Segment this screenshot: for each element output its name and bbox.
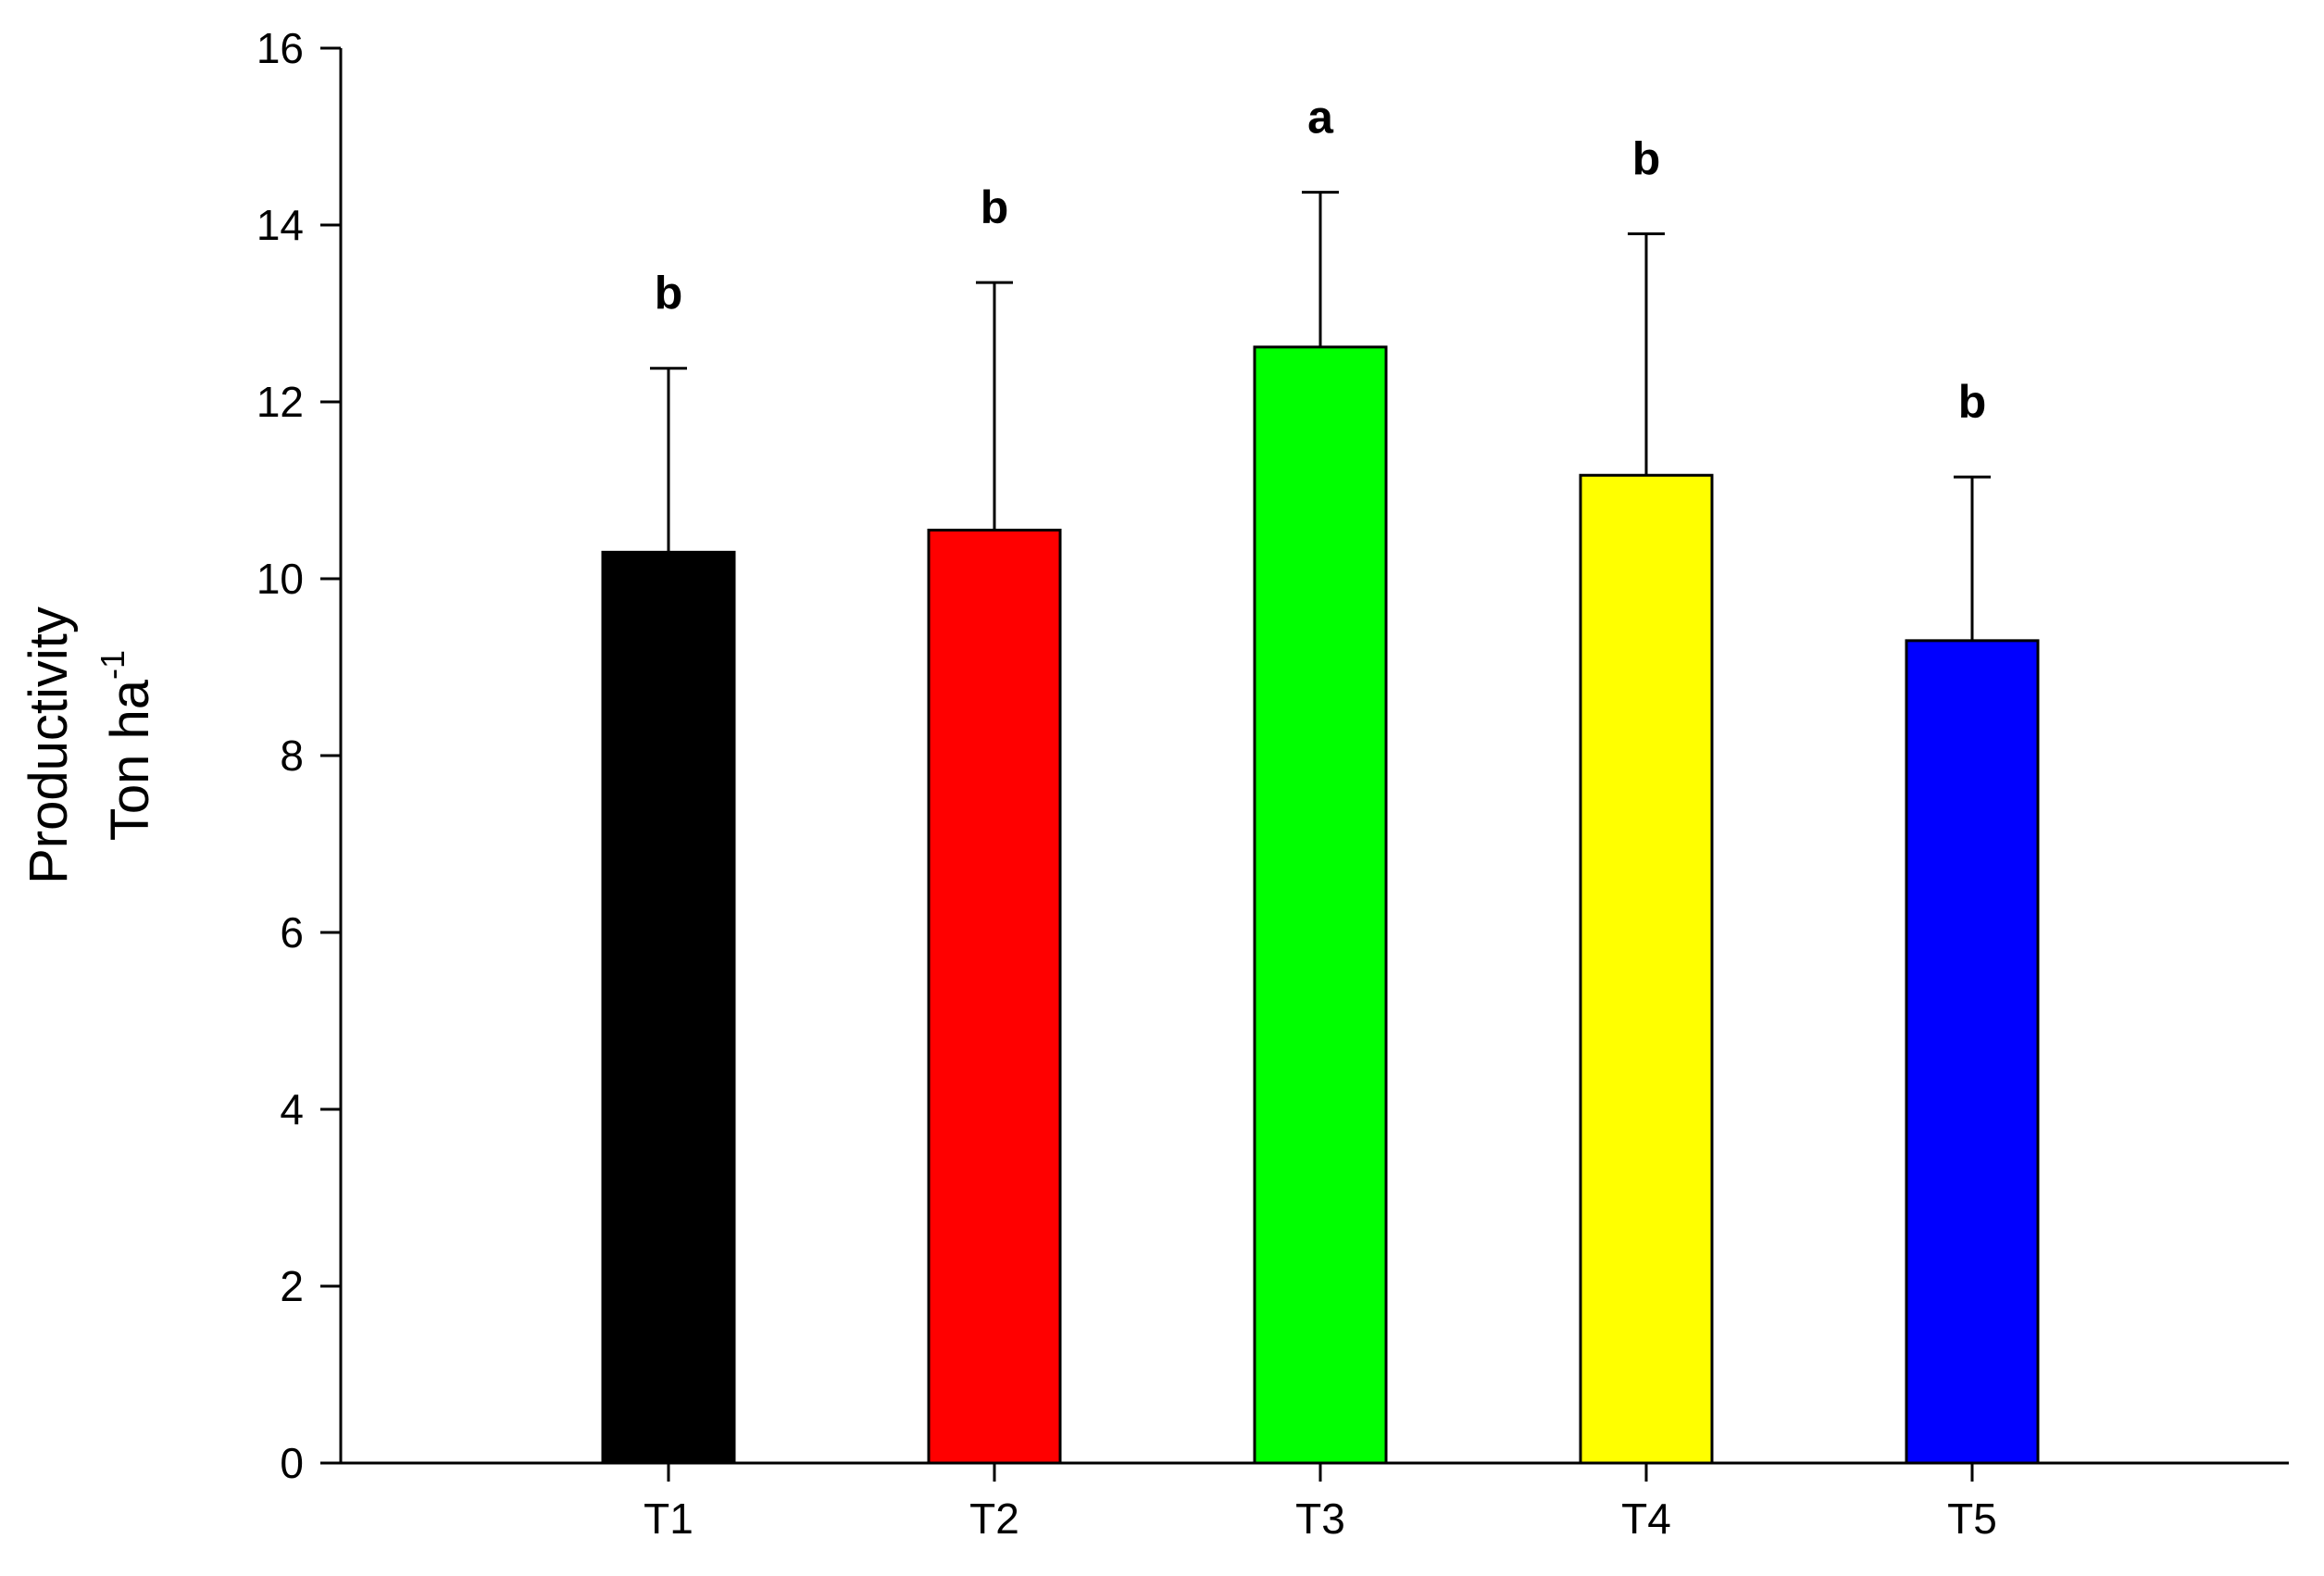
bars-layer <box>601 345 2040 1465</box>
y-axis-title-line1: Productivity <box>19 607 79 884</box>
bar-t3 <box>1253 345 1388 1465</box>
y-tick-label: 12 <box>256 378 304 426</box>
x-tick-label-t3: T3 <box>1295 1495 1345 1543</box>
significance-label-t3: a <box>1307 92 1334 144</box>
y-tick-label: 8 <box>280 732 304 780</box>
bar-t5 <box>1905 639 2040 1465</box>
significance-label-t5: b <box>1958 376 1987 428</box>
x-tick-label-t1: T1 <box>643 1495 693 1543</box>
significance-label-t4: b <box>1632 133 1661 185</box>
significance-label-t1: b <box>655 268 683 319</box>
y-axis-title-unit: Ton ha <box>100 679 160 841</box>
error-bars-layer <box>650 191 1991 641</box>
y-axis-title-line2: Ton ha-1 <box>94 650 160 841</box>
bar-t1 <box>601 550 736 1465</box>
x-tick-label-t5: T5 <box>1947 1495 1997 1543</box>
significance-label-t2: b <box>981 181 1009 233</box>
x-tick-label-t4: T4 <box>1621 1495 1671 1543</box>
y-tick-label: 14 <box>256 201 304 249</box>
y-tick-label: 2 <box>280 1262 304 1310</box>
y-tick-label: 16 <box>256 24 304 72</box>
x-ticks-layer: T1 T2 T3 T4 T5 <box>643 1463 1997 1543</box>
y-tick-label: 4 <box>280 1085 304 1133</box>
y-tick-label: 10 <box>256 555 304 603</box>
bar-t2 <box>927 528 1062 1465</box>
bar-t4 <box>1579 473 1714 1465</box>
y-tick-label: 0 <box>280 1439 304 1487</box>
x-tick-label-t2: T2 <box>969 1495 1019 1543</box>
y-axis-title-superscript: -1 <box>94 650 131 680</box>
y-axis-title: Productivity Ton ha-1 <box>19 607 160 884</box>
significance-labels-layer: b b a b b <box>655 92 1987 429</box>
y-tick-label: 6 <box>280 908 304 957</box>
y-ticks-layer: 0 2 4 6 8 10 12 14 16 <box>256 24 341 1487</box>
